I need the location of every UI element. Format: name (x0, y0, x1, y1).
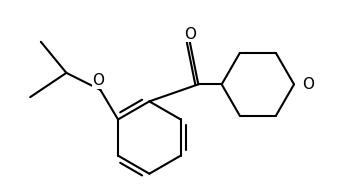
Text: O: O (302, 77, 314, 92)
Text: O: O (184, 27, 196, 42)
Text: O: O (92, 73, 104, 88)
